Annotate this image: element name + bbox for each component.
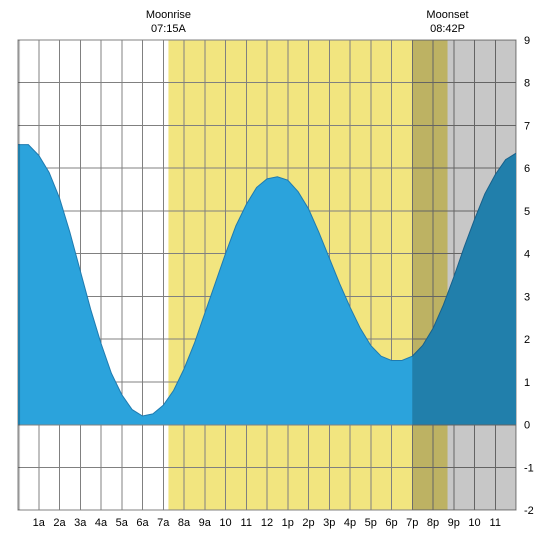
x-tick-label: 10 [219, 517, 231, 529]
x-tick-label: 8a [178, 517, 191, 529]
y-tick-label: 8 [524, 78, 530, 90]
x-tick-label: 5a [116, 517, 129, 529]
y-tick-label: 6 [524, 163, 530, 175]
y-tick-label: 4 [524, 249, 530, 261]
x-tick-label: 3p [323, 517, 335, 529]
x-tick-label: 7p [406, 517, 418, 529]
y-tick-label: 5 [524, 206, 530, 218]
x-tick-label: 12 [261, 517, 273, 529]
x-tick-label: 9a [199, 517, 212, 529]
x-tick-label: 8p [427, 517, 439, 529]
y-tick-label: 7 [524, 120, 530, 132]
y-tick-label: 1 [524, 377, 530, 389]
x-tick-label: 4a [95, 517, 108, 529]
y-tick-label: -1 [524, 462, 534, 474]
x-tick-label: 2p [302, 517, 314, 529]
y-tick-label: 9 [524, 35, 530, 47]
moonrise-label: Moonrise [146, 9, 191, 21]
x-tick-label: 11 [241, 517, 252, 529]
x-tick-label: 6p [385, 517, 397, 529]
moonset-label: Moonset [426, 9, 468, 21]
y-tick-label: 3 [524, 291, 530, 303]
x-tick-label: 7a [157, 517, 170, 529]
x-tick-label: 11 [490, 517, 501, 529]
x-tick-label: 9p [448, 517, 460, 529]
x-tick-label: 10 [468, 517, 480, 529]
x-tick-label: 4p [344, 517, 356, 529]
x-tick-label: 5p [365, 517, 377, 529]
moonset-time: 08:42P [430, 23, 465, 35]
moonrise-time: 07:15A [151, 23, 187, 35]
x-tick-label: 1p [282, 517, 294, 529]
y-tick-label: -2 [524, 505, 534, 517]
x-tick-label: 1a [33, 517, 46, 529]
y-tick-label: 2 [524, 334, 530, 346]
tide-chart: -2-101234567891a2a3a4a5a6a7a8a9a1011121p… [0, 0, 550, 550]
x-tick-label: 2a [53, 517, 66, 529]
x-tick-label: 6a [136, 517, 149, 529]
y-tick-label: 0 [524, 420, 530, 432]
x-tick-label: 3a [74, 517, 87, 529]
chart-svg: -2-101234567891a2a3a4a5a6a7a8a9a1011121p… [0, 0, 550, 550]
